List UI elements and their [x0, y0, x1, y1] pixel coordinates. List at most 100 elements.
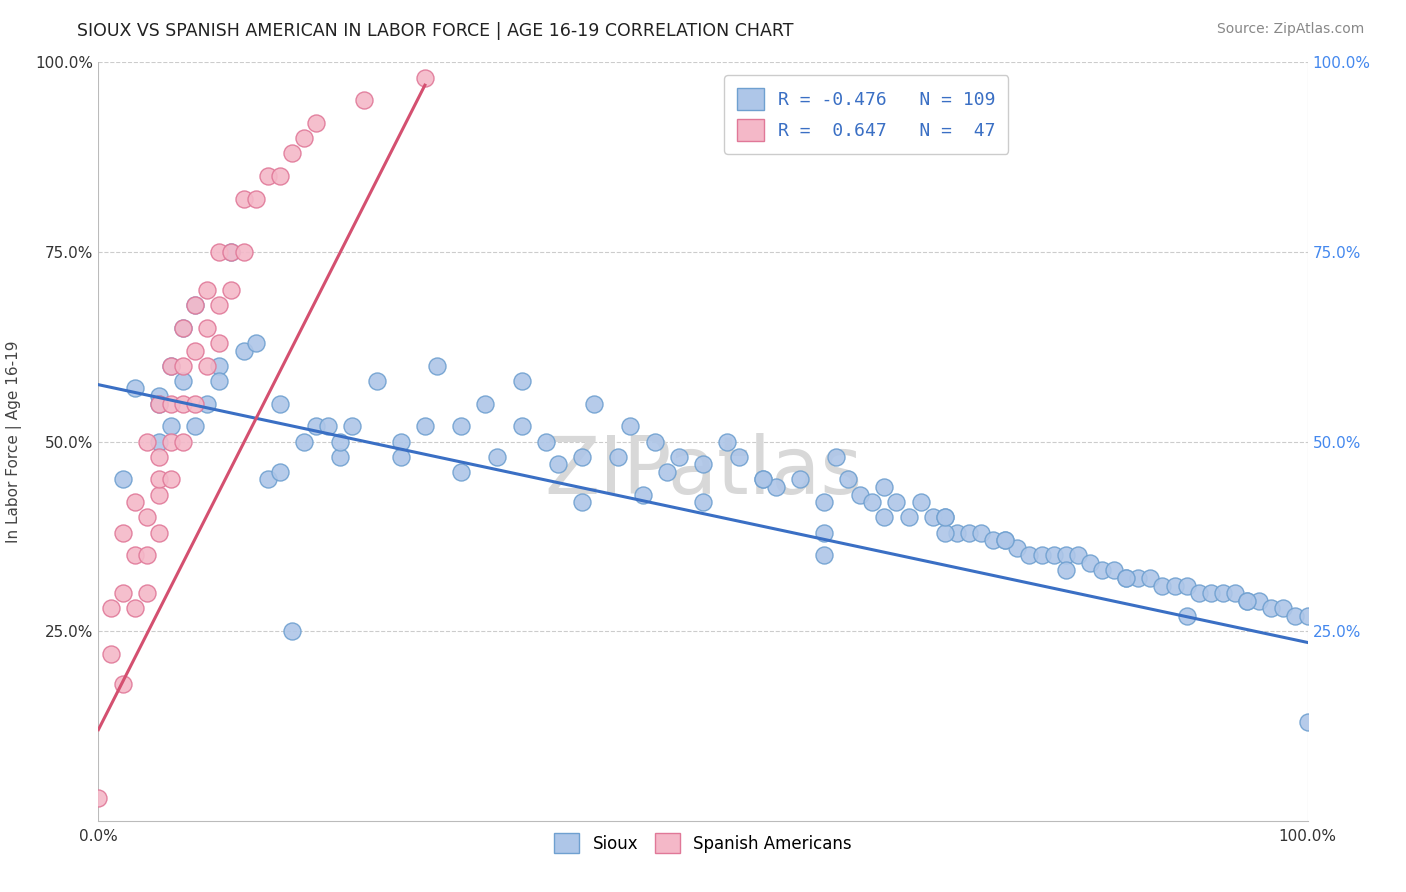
- Point: [208, 374, 231, 388]
- Point: [1223, 586, 1246, 600]
- Point: [994, 533, 1017, 548]
- Point: [534, 434, 557, 449]
- Point: [160, 359, 183, 373]
- Point: [910, 495, 932, 509]
- Point: [208, 359, 231, 373]
- Point: [1236, 594, 1258, 608]
- Point: [934, 510, 956, 524]
- Point: [655, 465, 678, 479]
- Point: [547, 458, 569, 472]
- Point: [221, 244, 243, 259]
- Point: [994, 533, 1017, 548]
- Point: [934, 525, 956, 540]
- Point: [256, 473, 278, 487]
- Point: [1054, 564, 1077, 578]
- Point: [184, 419, 207, 434]
- Point: [897, 510, 920, 524]
- Point: [111, 473, 134, 487]
- Legend: Sioux, Spanish Americans: Sioux, Spanish Americans: [546, 824, 860, 862]
- Point: [100, 647, 122, 661]
- Point: [860, 495, 883, 509]
- Point: [221, 244, 243, 259]
- Point: [1067, 548, 1090, 563]
- Point: [631, 487, 654, 501]
- Point: [172, 320, 194, 334]
- Point: [148, 434, 170, 449]
- Point: [571, 495, 593, 509]
- Point: [195, 320, 218, 334]
- Point: [921, 510, 943, 524]
- Point: [1115, 571, 1137, 585]
- Point: [789, 473, 811, 487]
- Point: [946, 525, 969, 540]
- Point: [135, 510, 157, 524]
- Point: [281, 624, 304, 639]
- Point: [619, 419, 641, 434]
- Point: [329, 434, 352, 449]
- Point: [232, 244, 254, 259]
- Point: [752, 473, 775, 487]
- Point: [486, 450, 509, 464]
- Point: [135, 434, 157, 449]
- Point: [316, 419, 339, 434]
- Point: [716, 434, 738, 449]
- Point: [269, 396, 291, 410]
- Point: [692, 495, 714, 509]
- Point: [292, 131, 315, 145]
- Point: [510, 374, 533, 388]
- Point: [970, 525, 993, 540]
- Point: [245, 335, 267, 350]
- Point: [1128, 571, 1150, 585]
- Point: [813, 525, 835, 540]
- Point: [329, 450, 352, 464]
- Point: [413, 70, 436, 85]
- Point: [1078, 556, 1101, 570]
- Point: [934, 510, 956, 524]
- Point: [281, 146, 304, 161]
- Point: [1007, 541, 1029, 555]
- Point: [172, 320, 194, 334]
- Point: [124, 548, 146, 563]
- Point: [1249, 594, 1271, 608]
- Point: [256, 169, 278, 184]
- Point: [450, 419, 472, 434]
- Point: [1152, 579, 1174, 593]
- Point: [1018, 548, 1040, 563]
- Point: [172, 396, 194, 410]
- Point: [160, 419, 183, 434]
- Point: [510, 419, 533, 434]
- Point: [160, 434, 183, 449]
- Point: [232, 343, 254, 358]
- Point: [813, 495, 835, 509]
- Point: [728, 450, 751, 464]
- Point: [1139, 571, 1161, 585]
- Point: [1199, 586, 1222, 600]
- Point: [752, 473, 775, 487]
- Point: [195, 359, 218, 373]
- Point: [957, 525, 980, 540]
- Point: [692, 458, 714, 472]
- Point: [195, 396, 218, 410]
- Point: [1042, 548, 1064, 563]
- Point: [474, 396, 496, 410]
- Point: [184, 343, 207, 358]
- Point: [111, 677, 134, 691]
- Point: [148, 396, 170, 410]
- Point: [148, 487, 170, 501]
- Point: [1054, 548, 1077, 563]
- Point: [148, 389, 170, 403]
- Point: [668, 450, 690, 464]
- Point: [1212, 586, 1234, 600]
- Y-axis label: In Labor Force | Age 16-19: In Labor Force | Age 16-19: [6, 340, 21, 543]
- Point: [148, 473, 170, 487]
- Point: [342, 419, 364, 434]
- Point: [160, 473, 183, 487]
- Point: [305, 419, 328, 434]
- Point: [1236, 594, 1258, 608]
- Point: [124, 495, 146, 509]
- Point: [765, 480, 787, 494]
- Point: [1272, 601, 1295, 615]
- Point: [148, 450, 170, 464]
- Point: [221, 283, 243, 297]
- Point: [607, 450, 630, 464]
